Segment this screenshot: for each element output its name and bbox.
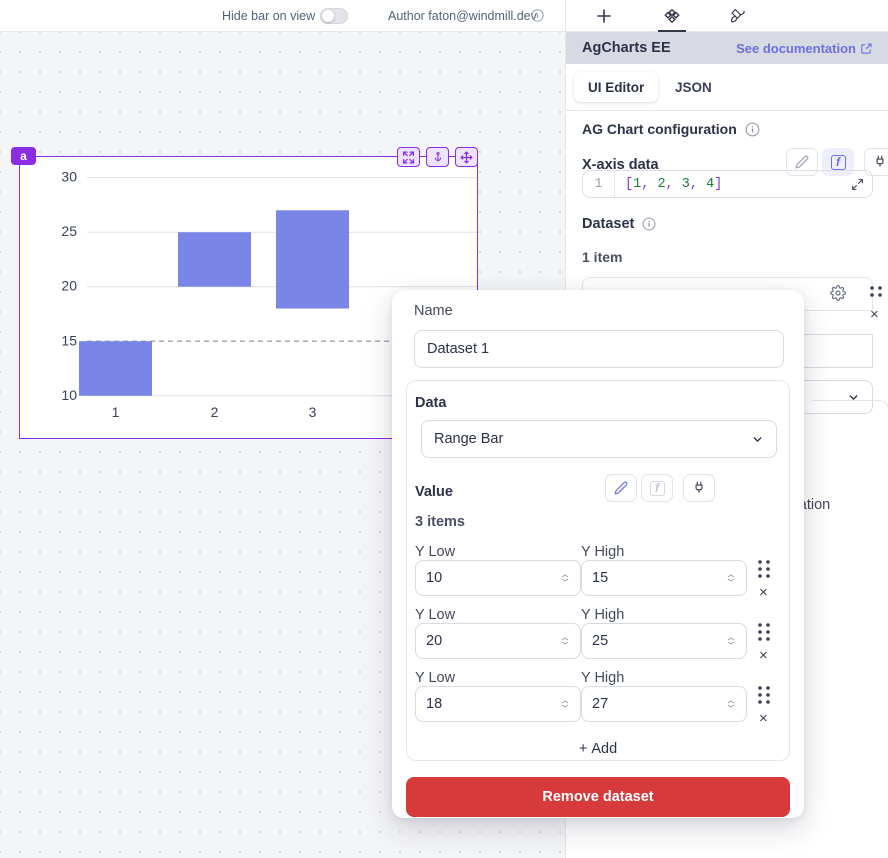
svg-text:30: 30 [61, 169, 77, 185]
svg-text:10: 10 [61, 387, 77, 403]
svg-text:1: 1 [112, 404, 120, 420]
svg-text:3: 3 [309, 404, 317, 420]
svg-text:25: 25 [61, 223, 77, 239]
svg-text:15: 15 [61, 333, 77, 349]
svg-text:2: 2 [211, 404, 219, 420]
svg-text:20: 20 [61, 278, 77, 294]
